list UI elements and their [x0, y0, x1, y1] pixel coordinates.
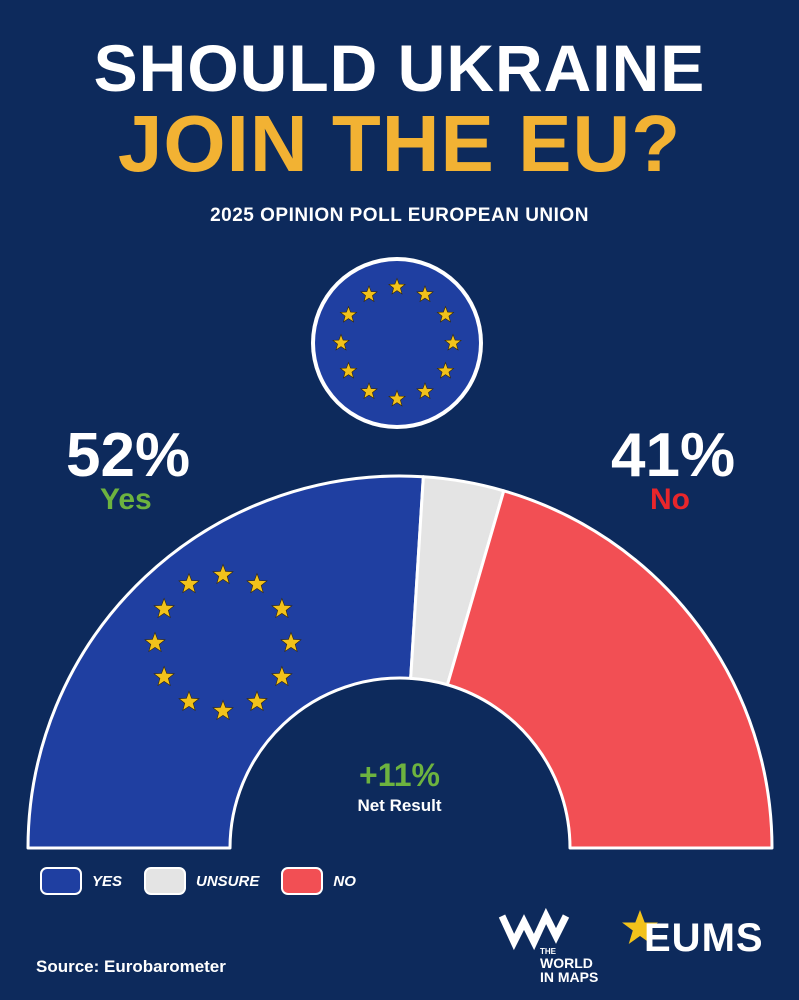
legend-label-unsure: UNSURE: [196, 872, 260, 890]
eums-wordmark: EUMS: [644, 916, 764, 960]
arc-star-5: [271, 665, 293, 687]
no-percentage: 41%: [611, 421, 736, 490]
wim-line-2: IN MAPS: [540, 969, 599, 985]
eu-flag-stars: [332, 277, 462, 407]
arc-star-12: [178, 572, 200, 594]
arc-star-11: [153, 597, 175, 619]
no-label: No: [650, 483, 690, 516]
yes-label: Yes: [100, 483, 152, 516]
title-line-2: JOIN THE EU?: [117, 99, 682, 188]
flag-star-7: [388, 389, 406, 407]
net-result-value: +11%: [359, 757, 440, 793]
flag-star-1: [388, 277, 406, 295]
legend-swatch-no: [281, 867, 324, 895]
flag-star-12: [360, 285, 378, 303]
legend-label-no: NO: [333, 872, 356, 890]
arc-star-6: [246, 690, 268, 712]
arc-star-4: [280, 631, 302, 653]
arc-star-9: [153, 665, 175, 687]
flag-star-8: [360, 382, 378, 400]
eu-flag-icon: [311, 257, 483, 429]
flag-star-3: [436, 305, 455, 323]
flag-star-5: [436, 361, 455, 379]
semi-donut-arcs: [26, 474, 774, 850]
arc-segment-yes: [26, 474, 425, 850]
eums-star-icon: [622, 910, 658, 944]
flag-star-9: [339, 361, 358, 379]
world-in-maps-logo-icon: [498, 908, 570, 951]
legend-item-yes: YES: [40, 867, 122, 895]
legend-item-unsure: UNSURE: [144, 867, 259, 895]
legend-label-yes: YES: [92, 872, 123, 890]
net-result-label: Net Result: [357, 796, 442, 815]
eu-flag-field: [315, 261, 479, 425]
yes-percentage: 52%: [66, 421, 191, 490]
arc-star-3: [271, 597, 293, 619]
eu-stars-ring-icon: [144, 563, 302, 721]
title-line-1: SHOULD UKRAINE: [93, 31, 706, 105]
subtitle: 2025 OPINION POLL EUROPEAN UNION: [210, 205, 589, 226]
flag-star-2: [416, 285, 434, 303]
legend-swatch-unsure: [144, 867, 187, 895]
legend-swatch-yes: [40, 867, 82, 895]
arc-segment-no: [445, 489, 774, 850]
world-in-maps-wordmark: THE WORLD IN MAPS: [540, 947, 599, 985]
wim-line-1: WORLD: [540, 955, 593, 971]
arc-star-10: [144, 631, 166, 653]
flag-star-4: [444, 333, 462, 351]
flag-star-6: [416, 382, 434, 400]
flag-star-11: [339, 305, 358, 323]
arc-star-8: [178, 690, 200, 712]
source-text: Source: Eurobarometer: [36, 957, 226, 976]
flag-star-10: [332, 333, 350, 351]
legend: YES UNSURE NO: [40, 867, 378, 895]
arc-star-2: [246, 572, 268, 594]
arc-star-7: [212, 699, 234, 721]
legend-item-no: NO: [281, 867, 356, 895]
arc-star-1: [212, 563, 234, 585]
wim-the: THE: [540, 947, 556, 956]
